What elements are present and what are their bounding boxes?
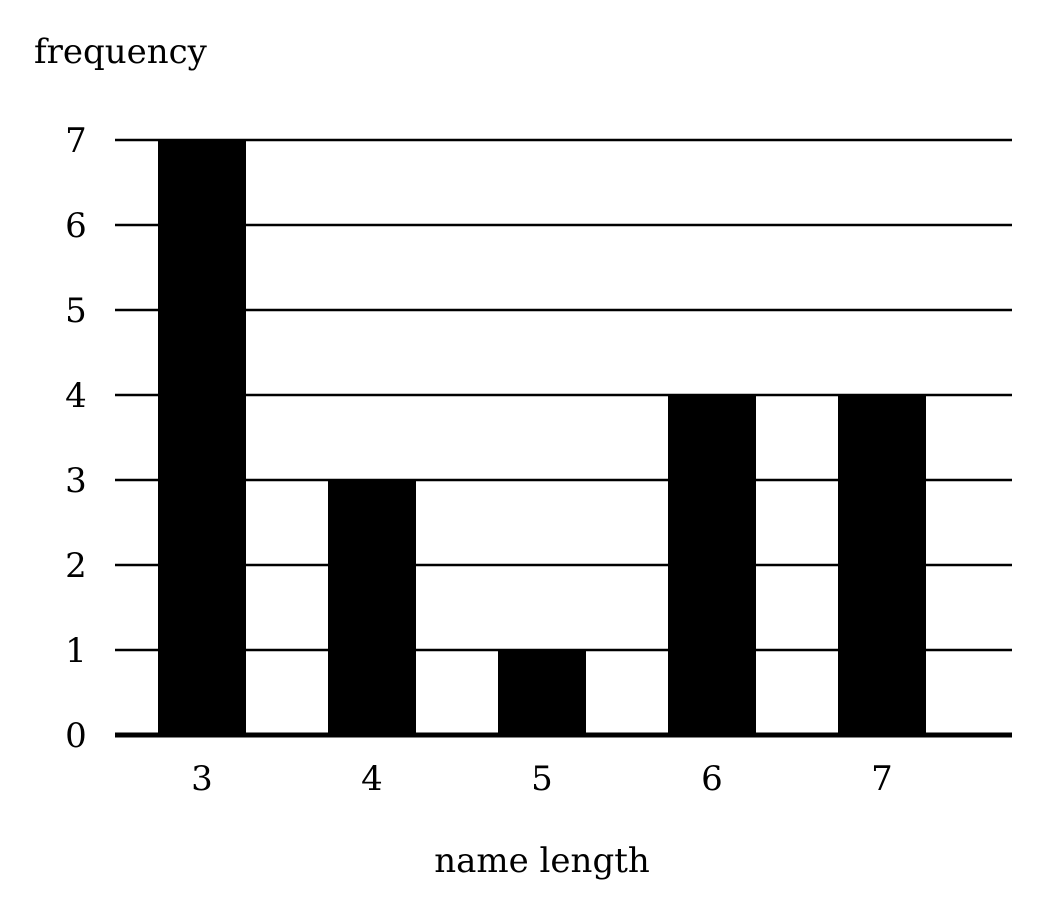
y-tick-label: 5 <box>65 291 87 331</box>
y-tick-label: 2 <box>65 546 87 586</box>
x-tick-label: 7 <box>871 759 893 799</box>
x-tick-labels: 3 4 5 6 7 <box>191 759 893 799</box>
x-tick-label: 5 <box>531 759 553 799</box>
bars <box>158 140 926 735</box>
bar-3 <box>158 140 246 735</box>
x-tick-label: 6 <box>701 759 723 799</box>
y-tick-labels: 0 1 2 3 4 5 6 7 <box>65 121 87 756</box>
bar-4 <box>328 480 416 735</box>
bar-6 <box>668 395 756 735</box>
x-tick-label: 4 <box>361 759 383 799</box>
x-tick-label: 3 <box>191 759 213 799</box>
y-tick-label: 4 <box>65 376 87 416</box>
bar-7 <box>838 395 926 735</box>
y-tick-label: 1 <box>65 631 87 671</box>
gridlines <box>115 138 1012 652</box>
y-tick-label: 7 <box>65 121 87 161</box>
bar-5 <box>498 650 586 735</box>
y-axis-label: frequency <box>34 32 208 72</box>
y-tick-label: 6 <box>65 206 87 246</box>
y-tick-label: 3 <box>65 461 87 501</box>
y-tick-label: 0 <box>65 716 87 756</box>
x-axis-label: name length <box>434 841 650 881</box>
